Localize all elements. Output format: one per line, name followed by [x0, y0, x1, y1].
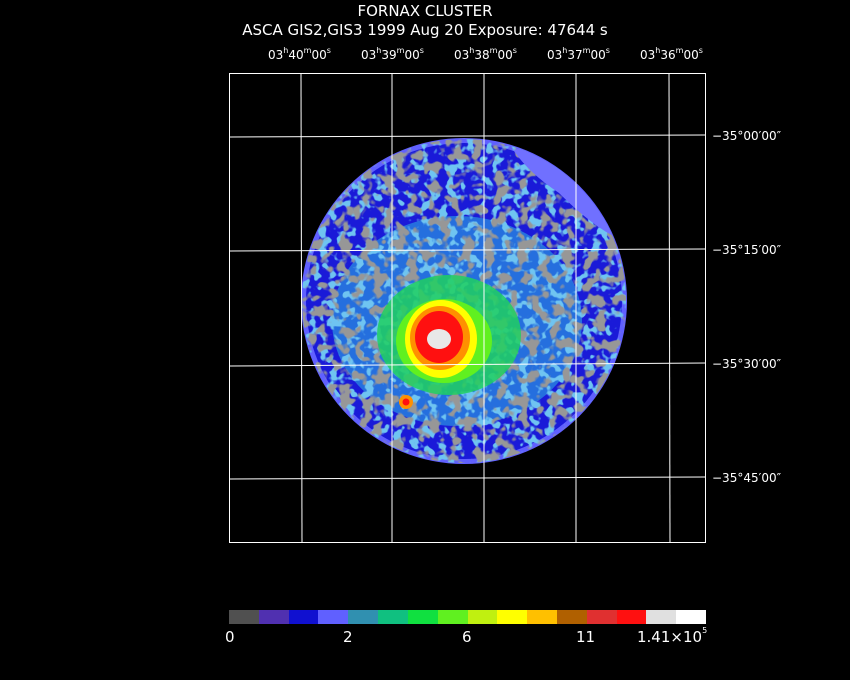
colorbar-tick-2: 2 — [343, 628, 353, 646]
ra-label-5: 03h36m00s — [640, 46, 703, 62]
colorbar-tick-max: 1.41×105 — [637, 626, 708, 646]
colorbar-swatch-1 — [258, 610, 289, 624]
colorbar-swatch-8 — [467, 610, 498, 624]
ra-label-1: 03h40m00s — [268, 46, 331, 62]
image-title: FORNAX CLUSTER — [357, 2, 493, 20]
coordinate-grid — [229, 73, 706, 543]
colorbar-swatch-4 — [348, 610, 379, 624]
colorbar-tick-11: 11 — [576, 628, 596, 646]
emission-disk — [301, 138, 627, 464]
dec-label-1: −35°00′00″ — [712, 129, 782, 143]
colorbar-swatch-6 — [407, 610, 438, 624]
colorbar-swatch-14 — [646, 610, 677, 624]
colorbar-swatch-2 — [288, 610, 319, 624]
colorbar — [229, 610, 706, 624]
colorbar-swatch-7 — [437, 610, 468, 624]
colorbar-swatch-9 — [497, 610, 528, 624]
colorbar-swatch-3 — [318, 610, 349, 624]
colorbar-swatch-11 — [556, 610, 587, 624]
colorbar-swatch-10 — [527, 610, 557, 624]
colorbar-tick-0: 0 — [225, 628, 235, 646]
colorbar-swatch-0 — [229, 610, 259, 624]
ra-label-4: 03h37m00s — [547, 46, 610, 62]
dec-label-2: −35°15′00″ — [712, 243, 782, 257]
colorbar-swatch-13 — [616, 610, 647, 624]
image-subtitle: ASCA GIS2,GIS3 1999 Aug 20 Exposure: 476… — [242, 21, 608, 39]
ra-label-2: 03h39m00s — [361, 46, 424, 62]
colorbar-swatch-5 — [378, 610, 408, 624]
colorbar-swatch-12 — [586, 610, 617, 624]
ra-label-3: 03h38m00s — [454, 46, 517, 62]
xray-image-panel — [229, 73, 706, 543]
colorbar-tick-6: 6 — [462, 628, 472, 646]
dec-label-3: −35°30′00″ — [712, 357, 782, 371]
colorbar-swatch-15 — [676, 610, 706, 624]
dec-label-4: −35°45′00″ — [712, 471, 782, 485]
